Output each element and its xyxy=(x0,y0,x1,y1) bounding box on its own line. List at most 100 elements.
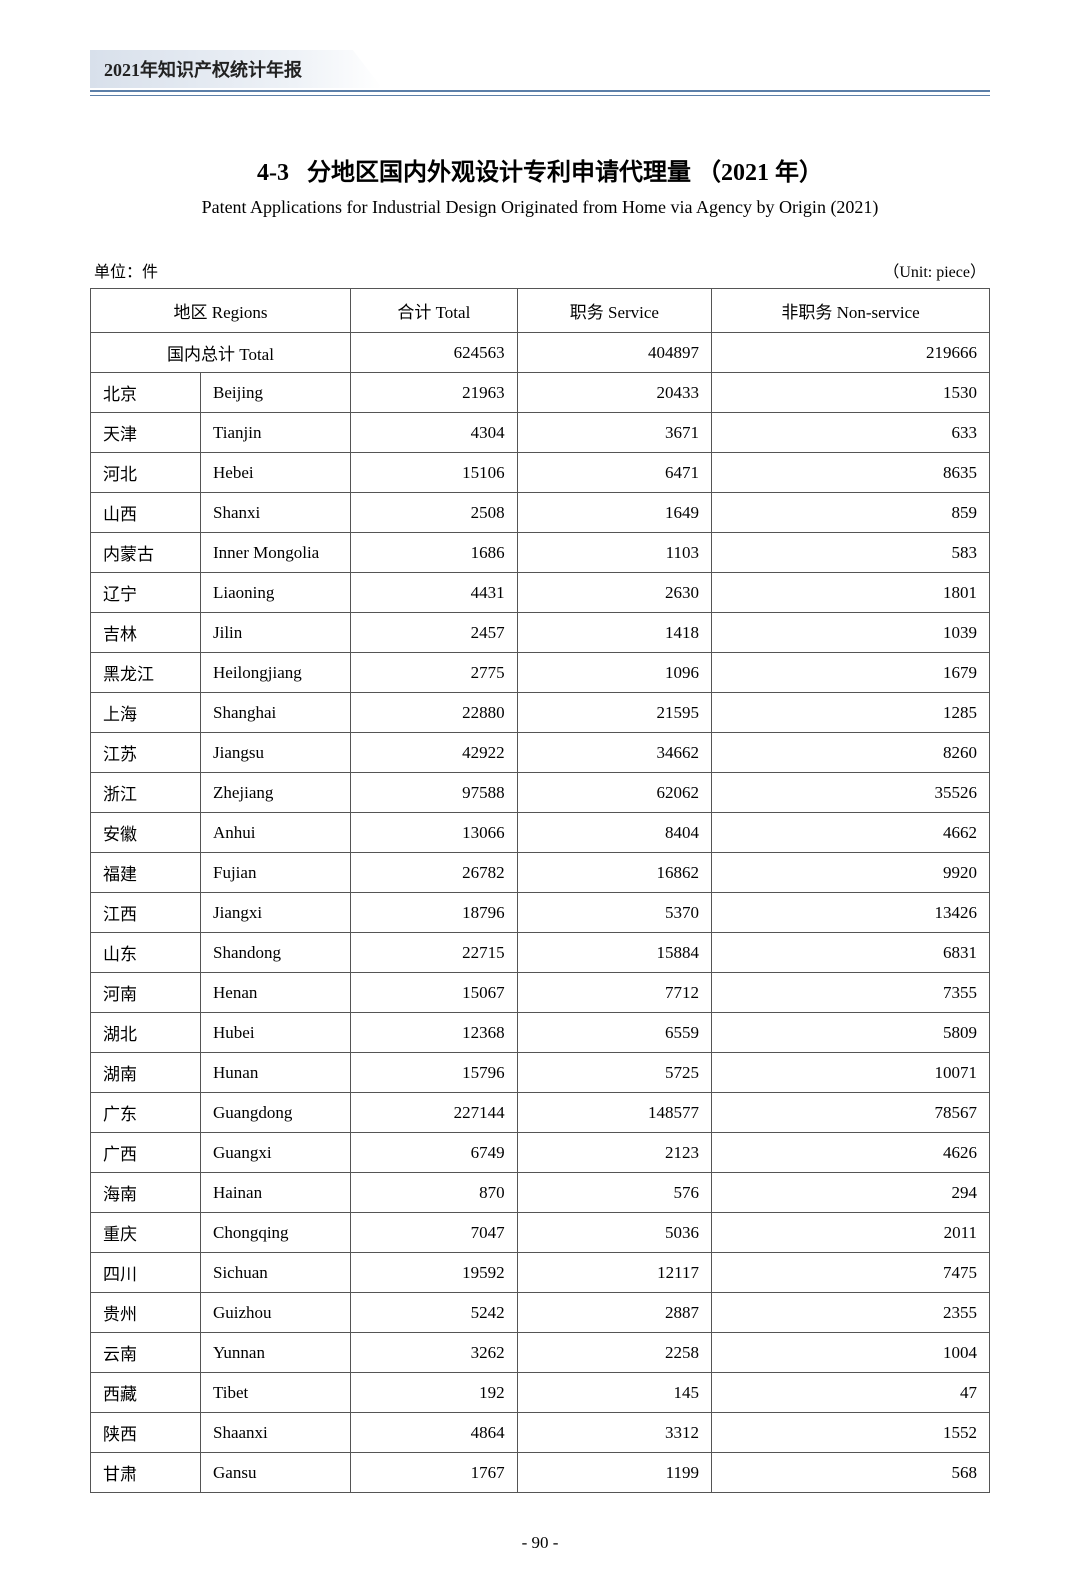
table-header-row: 地区 Regions 合计 Total 职务 Service 非职务 Non-s… xyxy=(91,289,990,333)
cell-total: 4431 xyxy=(351,573,518,613)
region-cn: 广西 xyxy=(91,1133,201,1173)
cell-nonservice: 2355 xyxy=(712,1293,990,1333)
cell-nonservice: 4662 xyxy=(712,813,990,853)
cell-service: 21595 xyxy=(517,693,711,733)
cell-total: 1767 xyxy=(351,1453,518,1493)
cell-nonservice: 1801 xyxy=(712,573,990,613)
title-en: Patent Applications for Industrial Desig… xyxy=(90,197,990,218)
region-en: Liaoning xyxy=(201,573,351,613)
cell-nonservice: 1004 xyxy=(712,1333,990,1373)
cell-nonservice: 7355 xyxy=(712,973,990,1013)
region-cn: 内蒙古 xyxy=(91,533,201,573)
table-row: 重庆Chongqing704750362011 xyxy=(91,1213,990,1253)
cell-service: 5036 xyxy=(517,1213,711,1253)
table-row: 河北Hebei1510664718635 xyxy=(91,453,990,493)
title-cn: 4-3 分地区国内外观设计专利申请代理量 （2021 年） xyxy=(90,152,990,187)
region-en: Shanghai xyxy=(201,693,351,733)
region-en: Beijing xyxy=(201,373,351,413)
region-en: Henan xyxy=(201,973,351,1013)
cell-total: 15796 xyxy=(351,1053,518,1093)
cell-nonservice: 78567 xyxy=(712,1093,990,1133)
total-label: 国内总计 Total xyxy=(91,333,351,373)
cell-nonservice: 1679 xyxy=(712,653,990,693)
cell-service: 20433 xyxy=(517,373,711,413)
unit-right: （Unit: piece） xyxy=(883,258,986,282)
region-en: Sichuan xyxy=(201,1253,351,1293)
cell-service: 62062 xyxy=(517,773,711,813)
cell-nonservice: 1552 xyxy=(712,1413,990,1453)
table-row: 北京Beijing21963204331530 xyxy=(91,373,990,413)
region-en: Jiangxi xyxy=(201,893,351,933)
cell-nonservice: 9920 xyxy=(712,853,990,893)
region-en: Hainan xyxy=(201,1173,351,1213)
table-row: 广东Guangdong22714414857778567 xyxy=(91,1093,990,1133)
table-row: 山西Shanxi25081649859 xyxy=(91,493,990,533)
cell-service: 148577 xyxy=(517,1093,711,1133)
cell-nonservice: 35526 xyxy=(712,773,990,813)
region-en: Guangdong xyxy=(201,1093,351,1133)
region-cn: 甘肃 xyxy=(91,1453,201,1493)
table-row: 黑龙江Heilongjiang277510961679 xyxy=(91,653,990,693)
cell-service: 2123 xyxy=(517,1133,711,1173)
region-cn: 安徽 xyxy=(91,813,201,853)
cell-service: 576 xyxy=(517,1173,711,1213)
region-en: Shanxi xyxy=(201,493,351,533)
cell-total: 22715 xyxy=(351,933,518,973)
cell-service: 1096 xyxy=(517,653,711,693)
cell-nonservice: 859 xyxy=(712,493,990,533)
cell-service: 5725 xyxy=(517,1053,711,1093)
region-en: Jilin xyxy=(201,613,351,653)
cell-total: 2775 xyxy=(351,653,518,693)
table-row: 安徽Anhui1306684044662 xyxy=(91,813,990,853)
region-en: Gansu xyxy=(201,1453,351,1493)
region-en: Chongqing xyxy=(201,1213,351,1253)
region-en: Hebei xyxy=(201,453,351,493)
table-row: 广西Guangxi674921234626 xyxy=(91,1133,990,1173)
cell-total: 21963 xyxy=(351,373,518,413)
cell-service: 1103 xyxy=(517,533,711,573)
title-number: 4-3 xyxy=(257,160,289,186)
cell-total: 15106 xyxy=(351,453,518,493)
cell-nonservice: 583 xyxy=(712,533,990,573)
table-row: 天津Tianjin43043671633 xyxy=(91,413,990,453)
region-en: Zhejiang xyxy=(201,773,351,813)
table-row: 甘肃Gansu17671199568 xyxy=(91,1453,990,1493)
region-en: Heilongjiang xyxy=(201,653,351,693)
cell-service: 8404 xyxy=(517,813,711,853)
col-header-nonservice: 非职务 Non-service xyxy=(712,289,990,333)
region-en: Tibet xyxy=(201,1373,351,1413)
region-cn: 山东 xyxy=(91,933,201,973)
region-cn: 福建 xyxy=(91,853,201,893)
total-value-nonservice: 219666 xyxy=(712,333,990,373)
table-row: 西藏Tibet19214547 xyxy=(91,1373,990,1413)
cell-service: 6471 xyxy=(517,453,711,493)
region-cn: 上海 xyxy=(91,693,201,733)
table-total-row: 国内总计 Total 624563 404897 219666 xyxy=(91,333,990,373)
cell-service: 16862 xyxy=(517,853,711,893)
cell-nonservice: 7475 xyxy=(712,1253,990,1293)
region-cn: 江西 xyxy=(91,893,201,933)
cell-nonservice: 1039 xyxy=(712,613,990,653)
table-row: 湖北Hubei1236865595809 xyxy=(91,1013,990,1053)
table-row: 山东Shandong22715158846831 xyxy=(91,933,990,973)
page-header: 2021年知识产权统计年报 xyxy=(90,50,990,92)
table-row: 陕西Shaanxi486433121552 xyxy=(91,1413,990,1453)
page-number: - 90 - xyxy=(90,1533,990,1553)
region-cn: 浙江 xyxy=(91,773,201,813)
total-value-total: 624563 xyxy=(351,333,518,373)
data-table: 地区 Regions 合计 Total 职务 Service 非职务 Non-s… xyxy=(90,288,990,1493)
table-row: 浙江Zhejiang975886206235526 xyxy=(91,773,990,813)
cell-service: 1418 xyxy=(517,613,711,653)
cell-total: 4304 xyxy=(351,413,518,453)
cell-nonservice: 633 xyxy=(712,413,990,453)
region-cn: 四川 xyxy=(91,1253,201,1293)
cell-nonservice: 5809 xyxy=(712,1013,990,1053)
cell-service: 5370 xyxy=(517,893,711,933)
title-block: 4-3 分地区国内外观设计专利申请代理量 （2021 年） Patent App… xyxy=(90,152,990,218)
cell-nonservice: 4626 xyxy=(712,1133,990,1173)
cell-service: 2630 xyxy=(517,573,711,613)
cell-total: 192 xyxy=(351,1373,518,1413)
cell-total: 13066 xyxy=(351,813,518,853)
table-row: 江西Jiangxi18796537013426 xyxy=(91,893,990,933)
cell-nonservice: 2011 xyxy=(712,1213,990,1253)
